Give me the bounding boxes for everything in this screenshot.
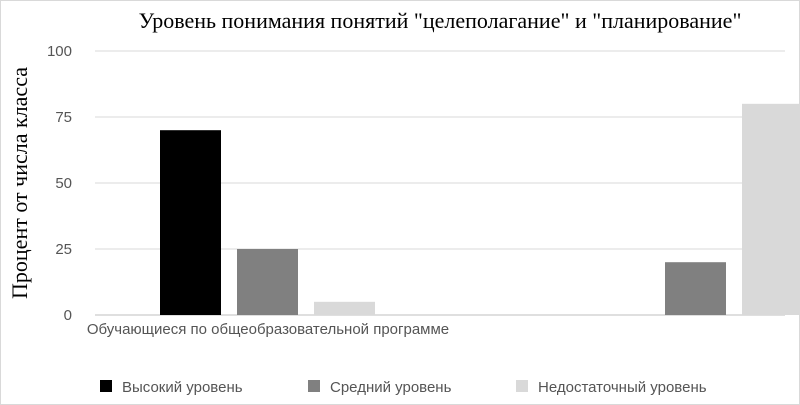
legend-swatch bbox=[516, 380, 528, 392]
bar bbox=[160, 130, 221, 315]
legend-label: Недостаточный уровень bbox=[538, 379, 707, 396]
y-tick-label: 25 bbox=[55, 241, 72, 258]
legend-swatch bbox=[100, 380, 112, 392]
y-tick-label: 0 bbox=[64, 307, 72, 324]
legend-swatch bbox=[308, 380, 320, 392]
chart-title: Уровень понимания понятий "целеполагание… bbox=[139, 8, 742, 33]
legend-label: Средний уровень bbox=[330, 379, 452, 396]
y-axis-label: Процент от числа класса bbox=[7, 67, 32, 299]
bar bbox=[665, 262, 726, 315]
legend: Высокий уровень Средний уровень Недостаточ… bbox=[100, 379, 707, 396]
y-axis-ticks: 0 25 50 75 100 bbox=[47, 43, 72, 324]
y-tick-label: 75 bbox=[55, 109, 72, 126]
category-label: Обучающиеся по общеобразовательной прогр… bbox=[87, 321, 449, 338]
bar bbox=[314, 301, 375, 315]
bars bbox=[160, 103, 800, 315]
y-tick-label: 100 bbox=[47, 43, 72, 60]
bar bbox=[742, 103, 800, 315]
y-tick-label: 50 bbox=[55, 175, 72, 192]
legend-label: Высокий уровень bbox=[122, 379, 243, 396]
bar bbox=[237, 249, 298, 315]
category-labels: Обучающиеся по общеобразовательной прогр… bbox=[87, 321, 449, 338]
